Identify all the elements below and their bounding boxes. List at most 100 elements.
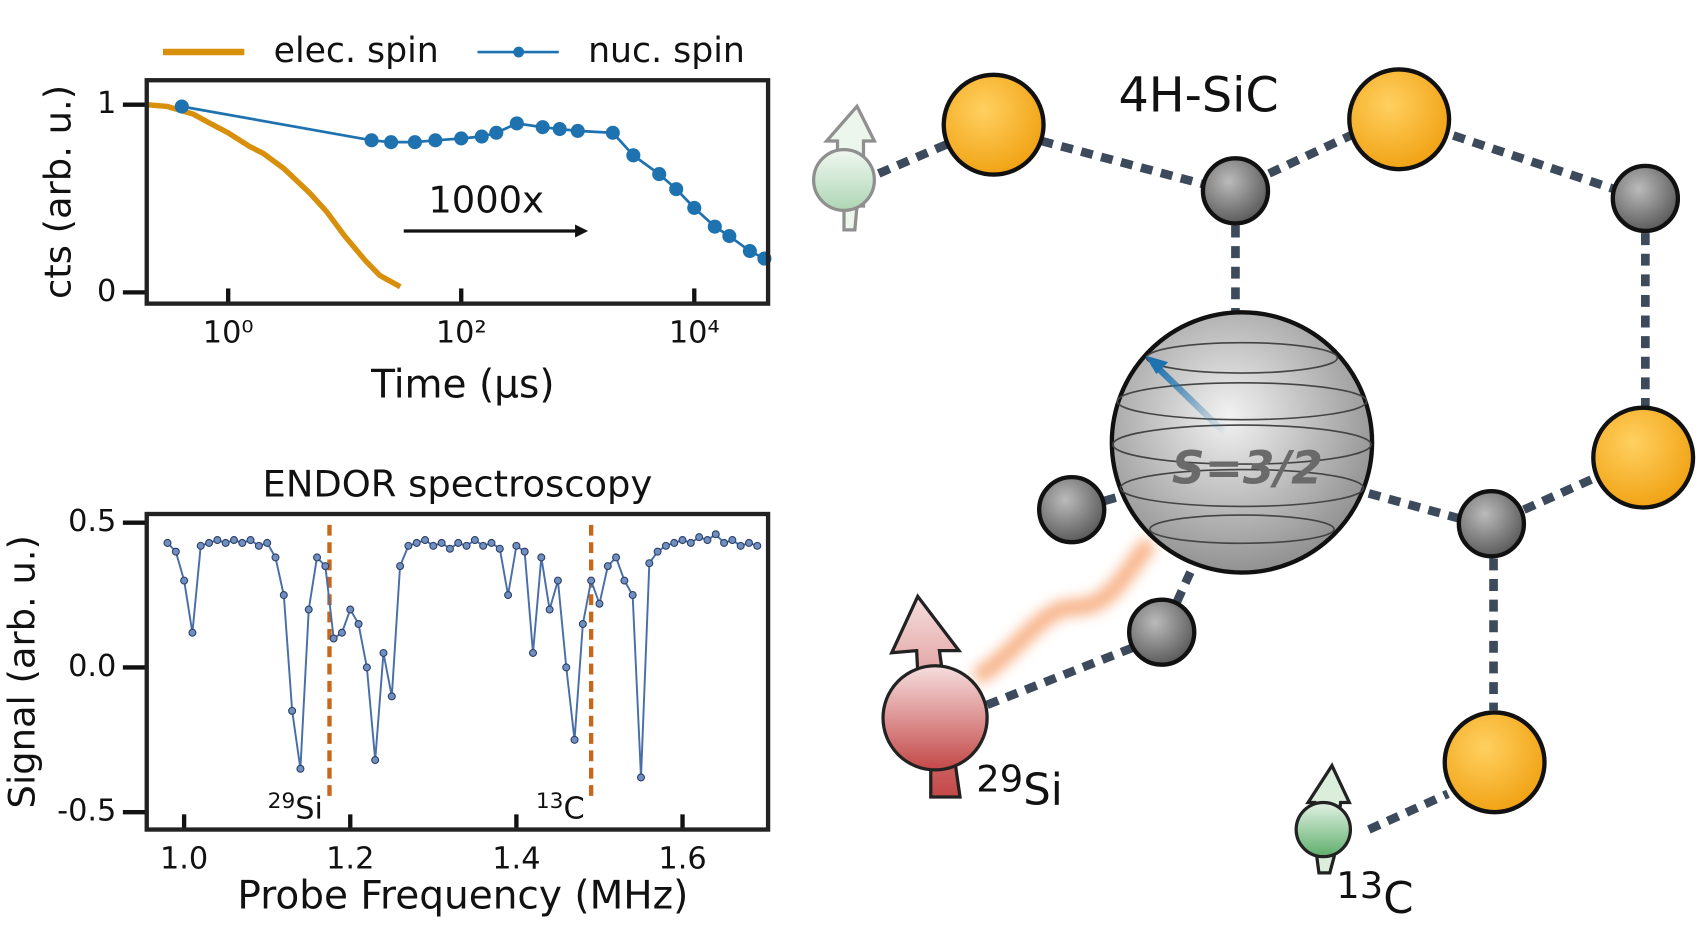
spin-label: S=3/2 xyxy=(1172,442,1323,495)
x-tick-label: 10⁴ xyxy=(669,316,720,351)
x-tick-label: 1.4 xyxy=(492,842,540,877)
annotation-label: 13C xyxy=(536,789,585,827)
data-point xyxy=(396,562,405,571)
data-point xyxy=(612,553,621,562)
data-point xyxy=(254,541,263,550)
data-point xyxy=(628,591,637,600)
data-point xyxy=(371,756,380,765)
data-point xyxy=(545,605,554,614)
data-point xyxy=(711,530,720,539)
data-point xyxy=(321,562,330,571)
data-point xyxy=(520,547,529,556)
x-tick-label: 1.6 xyxy=(658,842,706,877)
y-axis-label: Signal (arb. u.) xyxy=(1,535,44,808)
data-point xyxy=(669,182,684,197)
data-point xyxy=(271,553,280,562)
data-point xyxy=(174,99,189,114)
data-point xyxy=(454,538,463,547)
coupling-glow xyxy=(971,536,1157,686)
data-point xyxy=(687,200,702,215)
series-line xyxy=(166,532,758,778)
legend-label: elec. spin xyxy=(274,31,439,71)
c-label: 13C xyxy=(1336,864,1413,924)
data-point xyxy=(552,122,567,137)
data-point xyxy=(661,541,670,550)
y-tick-label: 0 xyxy=(97,274,116,309)
y-tick-label: -0.5 xyxy=(57,794,116,829)
si-mass: 29 xyxy=(976,758,1023,801)
data-point xyxy=(346,605,355,614)
series-line xyxy=(146,101,402,290)
y-tick-label: 1 xyxy=(97,86,116,121)
data-point xyxy=(329,634,338,643)
data-point xyxy=(188,628,197,637)
plot-frame xyxy=(144,511,771,832)
data-point xyxy=(587,576,596,585)
x-tick-label: 1.2 xyxy=(326,842,374,877)
data-point xyxy=(288,706,297,715)
data-point xyxy=(570,735,579,744)
data-point xyxy=(221,538,230,547)
data-point xyxy=(229,536,238,545)
x-tick-label: 10⁰ xyxy=(203,316,254,351)
data-point xyxy=(626,148,641,163)
defect-spin xyxy=(1109,310,1375,575)
data-point xyxy=(620,576,629,585)
y-tick-label: 0.0 xyxy=(68,649,116,684)
annotation-symbol: C xyxy=(563,792,584,827)
x-axis-label: Probe Frequency (MHz) xyxy=(237,873,688,918)
data-point xyxy=(537,553,546,562)
legend-marker xyxy=(513,46,525,58)
data-point xyxy=(263,538,272,547)
legend-label: nuc. spin xyxy=(588,31,745,71)
data-point xyxy=(171,547,180,556)
data-point xyxy=(512,541,521,550)
lattice-bonds xyxy=(876,131,1650,834)
annotation-mass: 13 xyxy=(536,789,564,814)
data-point xyxy=(686,538,695,547)
data-point xyxy=(407,135,422,150)
c-symbol: C xyxy=(1383,874,1413,924)
data-point xyxy=(653,547,662,556)
data-point xyxy=(180,576,189,585)
data-point xyxy=(445,544,454,553)
data-point xyxy=(605,125,620,140)
data-point xyxy=(454,131,469,146)
annotation-mass: 29 xyxy=(268,789,296,814)
annotation-text: 1000x xyxy=(428,179,544,222)
data-point xyxy=(196,541,205,550)
annotation-symbol: Si xyxy=(295,792,323,827)
data-point xyxy=(535,120,550,135)
data-point xyxy=(462,541,471,550)
data-point xyxy=(479,541,488,550)
data-point xyxy=(578,619,587,629)
data-point xyxy=(279,591,288,600)
data-point xyxy=(296,764,305,773)
plot-frame xyxy=(144,78,771,306)
si-label: 29Si xyxy=(976,758,1062,816)
data-point xyxy=(553,576,562,585)
data-point xyxy=(362,663,371,672)
data-point xyxy=(205,538,214,547)
data-point xyxy=(504,591,513,600)
data-point xyxy=(703,536,712,545)
si-symbol: Si xyxy=(1023,766,1063,816)
data-point xyxy=(645,559,654,568)
data-point xyxy=(489,125,504,140)
data-point xyxy=(595,599,604,608)
data-point xyxy=(736,541,745,550)
annotation-label: 29Si xyxy=(268,789,323,827)
data-point xyxy=(722,228,737,244)
data-point xyxy=(728,536,737,545)
data-point xyxy=(379,648,388,657)
data-point xyxy=(562,663,571,672)
y-axis-label: cts (arb. u.) xyxy=(36,85,79,299)
data-point xyxy=(678,536,687,545)
data-point xyxy=(742,244,757,259)
data-point xyxy=(707,219,722,234)
data-point xyxy=(695,533,704,542)
data-point xyxy=(364,133,379,148)
data-point xyxy=(304,605,313,614)
y-tick-label: 0.5 xyxy=(68,504,116,539)
